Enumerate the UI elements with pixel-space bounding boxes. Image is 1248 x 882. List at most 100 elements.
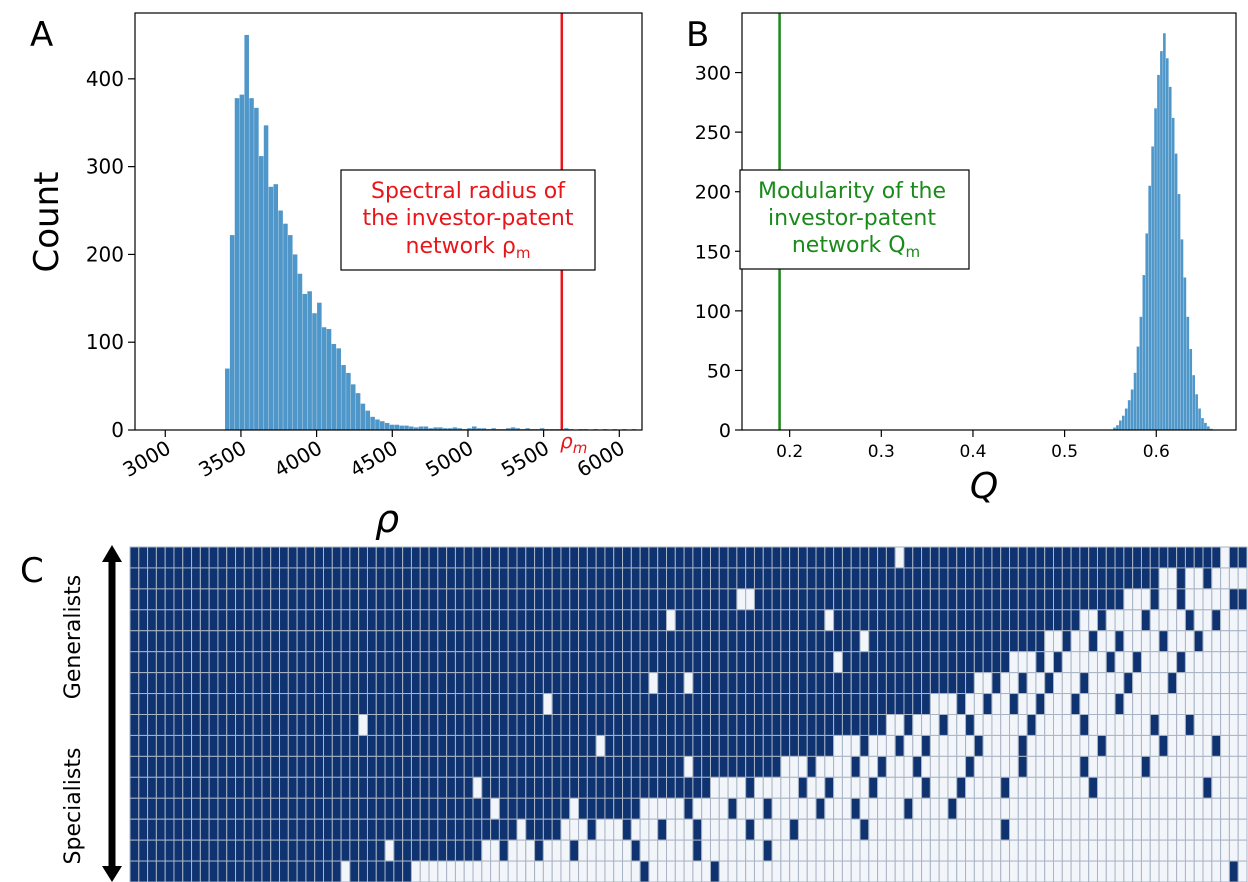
matrix-cell	[1184, 714, 1195, 736]
matrix-cell	[419, 609, 430, 632]
matrix-cell	[1184, 755, 1195, 778]
matrix-cell	[270, 693, 281, 715]
matrix-cell	[463, 860, 474, 882]
matrix-cell	[437, 672, 448, 695]
matrix-cell	[956, 755, 967, 778]
matrix-cell	[1000, 734, 1011, 757]
matrix-cell	[384, 588, 395, 611]
matrix-cell	[446, 546, 456, 569]
matrix-cell	[366, 609, 377, 632]
histogram-bar	[331, 343, 337, 430]
matrix-cell	[578, 776, 588, 799]
matrix-cell	[551, 797, 562, 820]
matrix-cell	[481, 651, 492, 674]
matrix-cell	[1079, 734, 1090, 757]
matrix-cell	[701, 818, 711, 841]
matrix-cell	[1237, 630, 1248, 653]
matrix-cell	[824, 630, 835, 653]
matrix-cell	[551, 546, 562, 569]
histogram-bar	[288, 235, 293, 430]
matrix-cell	[604, 776, 615, 799]
matrix-cell	[490, 588, 500, 611]
matrix-cell	[358, 693, 368, 715]
matrix-cell	[833, 588, 843, 611]
matrix-cell	[1158, 734, 1169, 757]
matrix-cell	[797, 734, 808, 757]
matrix-cell	[1193, 546, 1204, 569]
matrix-cell	[525, 839, 536, 862]
matrix-cell	[718, 714, 729, 736]
matrix-cell	[296, 630, 307, 653]
matrix-cell	[358, 567, 368, 590]
matrix-cell	[833, 609, 843, 632]
matrix-cell	[1140, 776, 1151, 799]
histogram-bar	[254, 107, 259, 430]
matrix-cell	[815, 839, 826, 862]
matrix-cell	[639, 734, 650, 757]
matrix-cell	[155, 734, 166, 757]
matrix-cell	[639, 588, 650, 611]
matrix-cell	[243, 818, 254, 841]
matrix-cell	[454, 651, 465, 674]
histogram-bar	[433, 427, 438, 430]
matrix-cell	[912, 860, 923, 882]
matrix-cell	[947, 651, 958, 674]
matrix-cell	[314, 567, 325, 590]
matrix-cell	[771, 860, 782, 882]
matrix-cell	[1123, 734, 1134, 757]
histogram-bar	[515, 428, 521, 430]
matrix-cell	[410, 651, 421, 674]
matrix-cell	[287, 693, 298, 715]
matrix-cell	[613, 546, 624, 569]
matrix-cell	[1149, 588, 1160, 611]
matrix-cell	[973, 588, 984, 611]
matrix-cell	[903, 693, 914, 715]
matrix-cell	[701, 672, 711, 695]
matrix-cell	[674, 839, 685, 862]
matrix-cell	[1044, 693, 1055, 715]
matrix-cell	[789, 818, 799, 841]
matrix-cell	[1026, 546, 1037, 569]
histogram-bar	[370, 416, 375, 430]
matrix-cell	[1105, 714, 1116, 736]
matrix-cell	[498, 672, 509, 695]
histogram-bar	[321, 327, 327, 430]
matrix-cell	[938, 839, 949, 862]
matrix-cell	[877, 651, 887, 674]
matrix-cell	[1202, 651, 1213, 674]
matrix-cell	[261, 755, 272, 778]
histogram-bar	[1154, 108, 1157, 430]
matrix-cell	[956, 693, 967, 715]
x-tick-label: 5500	[497, 436, 553, 482]
matrix-cell	[287, 651, 298, 674]
matrix-cell	[366, 588, 377, 611]
matrix-cell	[410, 776, 421, 799]
matrix-cell	[745, 714, 755, 736]
matrix-cell	[982, 651, 993, 674]
matrix-cell	[551, 776, 562, 799]
matrix-cell	[1167, 651, 1178, 674]
matrix-cell	[797, 609, 808, 632]
matrix-cell	[1053, 651, 1063, 674]
matrix-cell	[815, 588, 826, 611]
matrix-cell	[604, 693, 615, 715]
matrix-cell	[1000, 630, 1011, 653]
matrix-cell	[666, 818, 676, 841]
matrix-cell	[1053, 609, 1063, 632]
matrix-cell	[947, 672, 958, 695]
matrix-cell	[674, 797, 685, 820]
matrix-cell	[472, 693, 483, 715]
matrix-cell	[1202, 818, 1213, 841]
matrix-cell	[402, 609, 412, 632]
matrix-cell	[797, 839, 808, 862]
matrix-cell	[287, 797, 298, 820]
matrix-cell	[956, 609, 967, 632]
matrix-cell	[648, 755, 659, 778]
matrix-cell	[965, 734, 975, 757]
matrix-cell	[1009, 839, 1019, 862]
matrix-cell	[701, 734, 711, 757]
matrix-cell	[1176, 734, 1186, 757]
matrix-cell	[613, 797, 624, 820]
matrix-cell	[428, 818, 439, 841]
matrix-cell	[1096, 797, 1107, 820]
